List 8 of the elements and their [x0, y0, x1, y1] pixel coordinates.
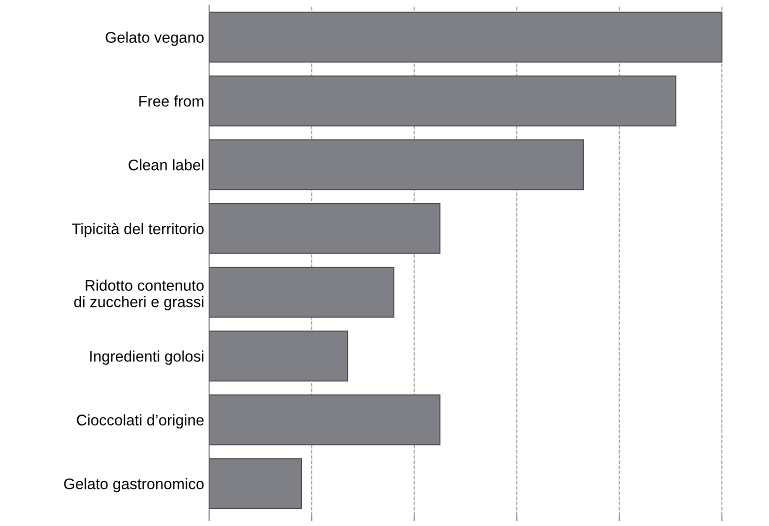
- y-tick-label: Gelato gastronomico: [64, 478, 204, 492]
- y-tick-label: Ridotto contenuto di zuccheri e grassi: [74, 280, 204, 310]
- y-tick-label: Gelato vegano: [106, 32, 204, 46]
- y-tick-label: Free from: [139, 95, 204, 107]
- y-tick-label: Cioccolati d’origine: [76, 414, 204, 429]
- y-tick-label: Clean label: [128, 159, 204, 170]
- y-tick-label: Tipicità del territorio: [72, 222, 204, 238]
- y-tick-label: Ingredienti golosi: [90, 350, 204, 365]
